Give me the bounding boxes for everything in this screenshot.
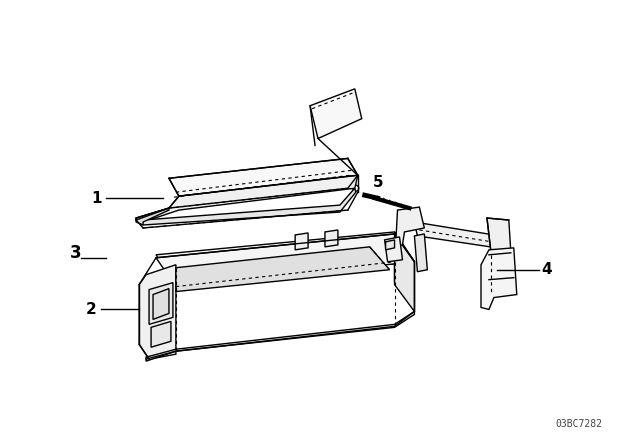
Polygon shape: [176, 247, 390, 292]
Polygon shape: [156, 234, 415, 287]
Polygon shape: [151, 321, 171, 347]
Polygon shape: [385, 240, 394, 250]
Text: 3: 3: [70, 244, 81, 262]
Text: 2: 2: [86, 302, 97, 317]
Polygon shape: [415, 234, 428, 271]
Polygon shape: [169, 159, 358, 196]
Polygon shape: [139, 265, 176, 359]
Polygon shape: [385, 237, 403, 262]
Polygon shape: [149, 283, 173, 324]
Polygon shape: [481, 248, 516, 310]
Polygon shape: [394, 234, 415, 311]
Polygon shape: [487, 218, 511, 252]
Polygon shape: [310, 89, 362, 138]
Text: 4: 4: [541, 262, 552, 277]
Text: 03BC7282: 03BC7282: [555, 419, 602, 429]
Polygon shape: [136, 208, 169, 225]
Polygon shape: [136, 188, 356, 225]
Polygon shape: [136, 175, 358, 222]
Polygon shape: [146, 311, 415, 361]
Polygon shape: [415, 222, 497, 248]
Text: 1: 1: [91, 191, 101, 206]
Text: 5: 5: [372, 175, 383, 190]
Polygon shape: [396, 207, 424, 247]
Polygon shape: [156, 232, 415, 284]
Polygon shape: [295, 233, 308, 250]
Polygon shape: [153, 289, 169, 319]
Polygon shape: [325, 230, 338, 247]
Polygon shape: [394, 232, 415, 310]
